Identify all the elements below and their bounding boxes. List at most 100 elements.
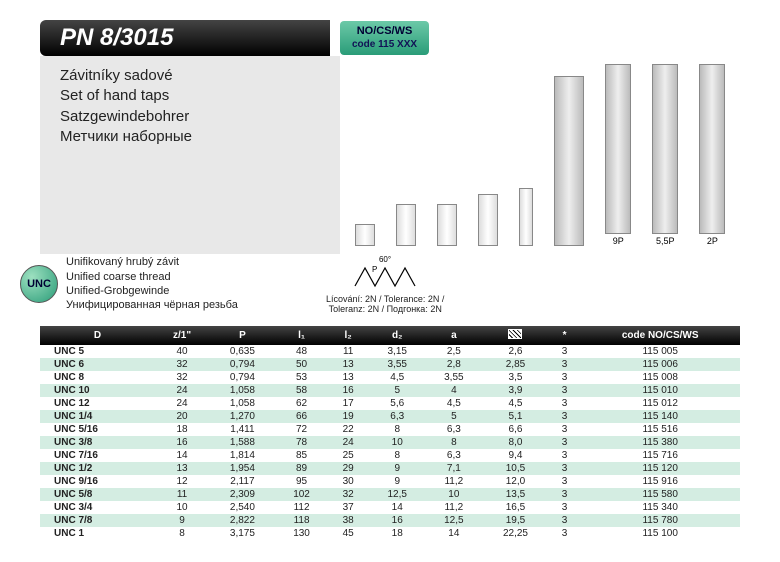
diagram-area: 9P 5,5P 2P [340, 56, 740, 254]
thread-line: Unifikovaný hrubý závit [66, 255, 326, 269]
table-cell: 25 [327, 449, 369, 462]
table-cell: 18 [369, 527, 426, 540]
description-section: Závitníky sadové Set of hand taps Satzge… [40, 56, 740, 254]
desc-line: Závitníky sadové [60, 66, 320, 86]
table-cell: 5,1 [482, 410, 549, 423]
badge-top: NO/CS/WS [352, 25, 417, 38]
table-cell: 29 [327, 462, 369, 475]
table-cell: 3 [549, 527, 581, 540]
table-cell: 6,3 [426, 449, 483, 462]
table-cell: 3 [549, 371, 581, 384]
table-cell: 2,117 [209, 475, 276, 488]
table-cell: UNC 12 [40, 397, 155, 410]
table-cell: 2,309 [209, 488, 276, 501]
table-cell: 112 [276, 501, 328, 514]
unc-badge: UNC [20, 265, 58, 303]
table-cell: 14 [155, 449, 209, 462]
table-cell: 32 [155, 371, 209, 384]
table-cell: 4,5 [369, 371, 426, 384]
table-col-header: P [209, 326, 276, 345]
table-cell: 115 580 [580, 488, 740, 501]
table-cell: 85 [276, 449, 328, 462]
table-cell: 3 [549, 423, 581, 436]
table-cell: 9 [369, 462, 426, 475]
table-cell: 30 [327, 475, 369, 488]
table-cell: 115 012 [580, 397, 740, 410]
table-cell: 40 [155, 345, 209, 358]
table-cell: 62 [276, 397, 328, 410]
table-cell: 18 [155, 423, 209, 436]
tap-group: 2P [699, 64, 725, 246]
table-cell: 5,6 [369, 397, 426, 410]
tolerance-text: Lícování: 2N / Tolerance: 2N / Toleranz:… [326, 294, 444, 314]
code-badge: NO/CS/WS code 115 XXX [340, 21, 429, 54]
table-cell: UNC 8 [40, 371, 155, 384]
table-row: UNC 5/16181,411722286,36,63115 516 [40, 423, 740, 436]
table-cell: UNC 1/2 [40, 462, 155, 475]
table-cell: 53 [276, 371, 328, 384]
table-row: UNC 9/16122,1179530911,212,03115 916 [40, 475, 740, 488]
table-cell: 72 [276, 423, 328, 436]
table-cell: 22,25 [482, 527, 549, 540]
tap-drawing-icon [699, 64, 725, 234]
table-cell: 11 [155, 488, 209, 501]
table-cell: UNC 5 [40, 345, 155, 358]
thread-line: Unified-Grobgewinde [66, 284, 326, 298]
shape-icon [519, 188, 533, 246]
table-cell: 17 [327, 397, 369, 410]
table-cell: 115 516 [580, 423, 740, 436]
table-cell: 5 [369, 384, 426, 397]
table-row: UNC 8320,79453134,53,553,53115 008 [40, 371, 740, 384]
table-cell: 13 [327, 371, 369, 384]
table-row: UNC 12241,05862175,64,54,53115 012 [40, 397, 740, 410]
table-cell: 22 [327, 423, 369, 436]
table-row: UNC 5400,63548113,152,52,63115 005 [40, 345, 740, 358]
table-col-header: a [426, 326, 483, 345]
thread-line: Унифицированная чёрная резьба [66, 298, 326, 312]
thread-diagram: 60° P Lícování: 2N / Tolerance: 2N / Tol… [326, 254, 444, 314]
table-cell: 3 [549, 345, 581, 358]
spec-table: Dz/1"Pl₁l₂d₂a*code NO/CS/WS UNC 5400,635… [40, 326, 740, 540]
table-cell: UNC 5/8 [40, 488, 155, 501]
table-cell: 32 [327, 488, 369, 501]
table-cell: 48 [276, 345, 328, 358]
table-cell: 8 [369, 423, 426, 436]
table-cell: 19 [327, 410, 369, 423]
shape-icon [355, 224, 375, 246]
table-cell: 3 [549, 514, 581, 527]
desc-line: Метчики наборные [60, 127, 320, 147]
tap-label: 5,5P [656, 236, 675, 246]
table-cell: 4,5 [482, 397, 549, 410]
table-cell: UNC 1 [40, 527, 155, 540]
table-cell: 6,6 [482, 423, 549, 436]
table-cell: 13 [327, 358, 369, 371]
table-cell: 10 [155, 501, 209, 514]
table-cell: 3,15 [369, 345, 426, 358]
table-cell: 2,85 [482, 358, 549, 371]
table-row: UNC 5/8112,3091023212,51013,53115 580 [40, 488, 740, 501]
table-cell: 115 100 [580, 527, 740, 540]
table-cell: 13,5 [482, 488, 549, 501]
table-cell: 45 [327, 527, 369, 540]
table-cell: 115 340 [580, 501, 740, 514]
table-cell: UNC 3/8 [40, 436, 155, 449]
table-row: UNC 1/4201,27066196,355,13115 140 [40, 410, 740, 423]
table-cell: 11 [327, 345, 369, 358]
table-cell: 4 [426, 384, 483, 397]
table-cell: 1,588 [209, 436, 276, 449]
table-cell: 8,0 [482, 436, 549, 449]
table-cell: 3 [549, 488, 581, 501]
tap-group: 9P [605, 64, 631, 246]
table-cell: 6,3 [369, 410, 426, 423]
badge-sub: code 115 XXX [352, 39, 417, 51]
table-cell: 115 780 [580, 514, 740, 527]
table-cell: 12,0 [482, 475, 549, 488]
table-cell: 11,2 [426, 501, 483, 514]
product-description: Závitníky sadové Set of hand taps Satzge… [40, 56, 340, 254]
table-col-header [482, 326, 549, 345]
table-cell: UNC 7/8 [40, 514, 155, 527]
table-cell: 115 916 [580, 475, 740, 488]
table-cell: 10 [426, 488, 483, 501]
thread-profile-icon: 60° P [350, 254, 420, 290]
table-cell: 115 006 [580, 358, 740, 371]
